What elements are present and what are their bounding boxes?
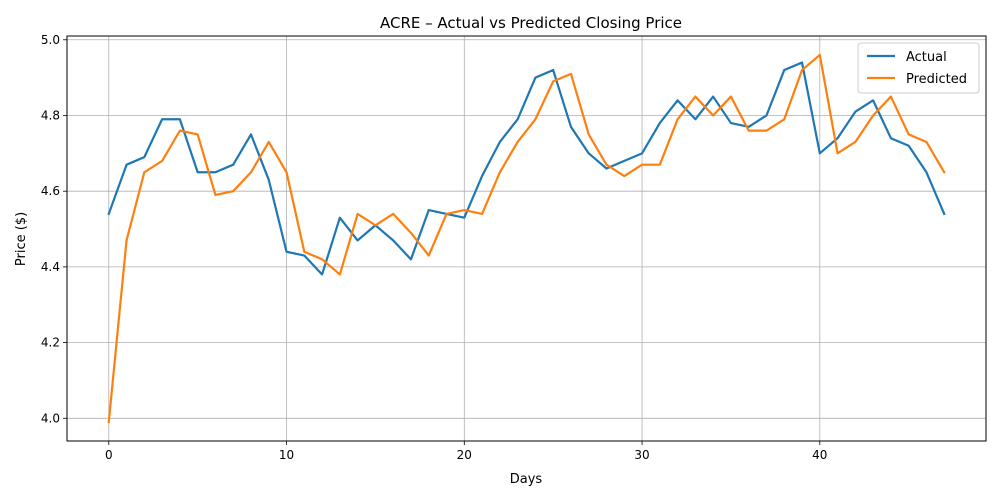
y-tick-label: 4.8 (41, 108, 60, 122)
x-tick-label: 30 (634, 448, 649, 462)
y-tick-label: 4.6 (41, 184, 60, 198)
series-lines (107, 53, 946, 424)
series-line-predicted (107, 53, 946, 424)
x-tick-label: 40 (812, 448, 827, 462)
y-tick-label: 4.0 (41, 411, 60, 425)
legend: Actual Predicted (857, 42, 980, 94)
y-tick-label: 4.4 (41, 260, 60, 274)
chart-title: ACRE – Actual vs Predicted Closing Price (380, 14, 682, 32)
legend-label-actual: Actual (906, 50, 947, 65)
x-axis-label: Days (510, 472, 543, 487)
legend-label-predicted: Predicted (906, 72, 967, 87)
x-tick-label: 0 (105, 448, 113, 462)
plot-frame (66, 35, 987, 442)
y-tick-label: 5.0 (41, 33, 60, 47)
x-tick-label: 10 (279, 448, 294, 462)
axis-ticks: 0 10 20 30 40 4.0 4.2 4.4 4.6 4.8 5.0 (41, 33, 828, 462)
grid (67, 36, 986, 441)
y-axis-label: Price ($) (14, 212, 29, 266)
series-line-actual (107, 61, 946, 276)
x-tick-label: 20 (457, 448, 472, 462)
y-tick-label: 4.2 (41, 336, 60, 350)
